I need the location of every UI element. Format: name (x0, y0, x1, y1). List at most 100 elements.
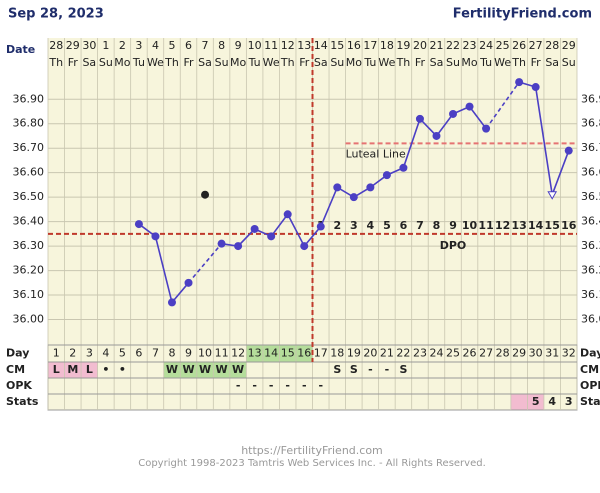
date: 15 (330, 39, 344, 52)
weekday: We (494, 56, 511, 69)
opk-value: - (285, 379, 290, 392)
cycle-day: 7 (152, 347, 159, 360)
cycle-day: 5 (119, 347, 126, 360)
cell-highlight (246, 345, 263, 362)
opk-value: - (252, 379, 257, 392)
cycle-day: 11 (215, 347, 229, 360)
date: 4 (152, 39, 159, 52)
cycle-day: 4 (102, 347, 109, 360)
cell-highlight (48, 362, 65, 378)
cm-value: - (385, 363, 390, 376)
date: 16 (347, 39, 361, 52)
date: 7 (202, 39, 209, 52)
temp-point (333, 183, 342, 192)
dpo-number: 14 (528, 219, 544, 232)
date: 14 (314, 39, 328, 52)
y-tick-label-right: 36.20 (581, 264, 600, 277)
cycle-day: 24 (429, 347, 443, 360)
dpo-number: 6 (400, 219, 408, 232)
temp-point (366, 183, 375, 192)
opk-label: OPK (580, 379, 600, 392)
weekday: Su (330, 56, 344, 69)
y-tick-label: 36.90 (13, 92, 45, 105)
cell-highlight (295, 345, 313, 362)
dpo-number: 9 (449, 219, 457, 232)
date: 24 (479, 39, 493, 52)
y-tick-label: 36.00 (13, 313, 45, 326)
dpo-number: 4 (367, 219, 375, 232)
cycle-day: 10 (198, 347, 212, 360)
weekday: Fr (415, 56, 426, 69)
weekday: We (147, 56, 164, 69)
y-tick-label-right: 36.40 (581, 215, 600, 228)
cycle-day: 16 (297, 347, 311, 360)
cm-label: CM (6, 363, 25, 376)
cm-label: CM (580, 363, 599, 376)
date-title: Sep 28, 2023 (8, 7, 104, 22)
cell-highlight (196, 362, 214, 378)
temp-line (518, 81, 570, 198)
cell-highlight (213, 362, 230, 378)
cycle-day: 26 (463, 347, 477, 360)
y-tick-label-right: 36.00 (581, 313, 600, 326)
cm-value: S (333, 363, 341, 376)
cycle-day: 9 (185, 347, 192, 360)
temp-point (234, 242, 243, 251)
date: 9 (235, 39, 242, 52)
y-tick-label: 36.20 (13, 264, 45, 277)
url[interactable]: https://FertilityFriend.com (241, 444, 383, 457)
date: 25 (496, 39, 510, 52)
date: 6 (185, 39, 192, 52)
date: 26 (512, 39, 526, 52)
cell-highlight (180, 362, 197, 378)
stats-value: 3 (565, 395, 573, 408)
dpo-number: 16 (561, 219, 577, 232)
dpo-number: 3 (350, 219, 358, 232)
date: 12 (281, 39, 295, 52)
weekday: Tu (479, 56, 492, 69)
date: 10 (248, 39, 262, 52)
opk-label: OPK (6, 379, 32, 392)
cm-value: L (53, 363, 60, 376)
weekday: We (263, 56, 280, 69)
date: 5 (168, 39, 175, 52)
coverline-label: DPO (440, 239, 467, 252)
cycle-day: 28 (496, 347, 510, 360)
stats-label: Stats (580, 395, 600, 408)
weekday: Sa (198, 56, 212, 69)
weekday: Tu (363, 56, 376, 69)
date: 30 (82, 39, 96, 52)
temp-point (267, 232, 276, 241)
temp-point (134, 220, 143, 229)
weekday: Th (48, 56, 63, 69)
weekday: Mo (114, 56, 130, 69)
cell-highlight (81, 362, 98, 378)
temp-point (531, 83, 540, 92)
temp-point-open (547, 191, 558, 200)
date: 20 (413, 39, 427, 52)
cycle-day: 2 (69, 347, 76, 360)
weekday: Mo (230, 56, 246, 69)
weekday: Tu (248, 56, 261, 69)
temp-point (465, 102, 474, 111)
cycle-day: 29 (512, 347, 526, 360)
cm-value: W (199, 363, 211, 376)
date: 17 (363, 39, 377, 52)
temp-point (432, 131, 441, 140)
weekday: Sa (545, 56, 559, 69)
cell-highlight (262, 345, 280, 362)
dpo-number: 5 (383, 219, 391, 232)
weekday: We (378, 56, 395, 69)
date-label: Date (6, 43, 35, 56)
weekday: Su (215, 56, 229, 69)
site-link[interactable]: FertilityFriend.com (453, 7, 592, 22)
weekday: Su (562, 56, 576, 69)
cell-highlight (229, 362, 247, 378)
y-tick-label: 36.70 (13, 141, 45, 154)
dpo-number: 12 (495, 219, 510, 232)
dpo-number: 2 (333, 219, 341, 232)
cycle-day: 30 (529, 347, 543, 360)
date: 29 (562, 39, 576, 52)
cm-value: W (232, 363, 244, 376)
